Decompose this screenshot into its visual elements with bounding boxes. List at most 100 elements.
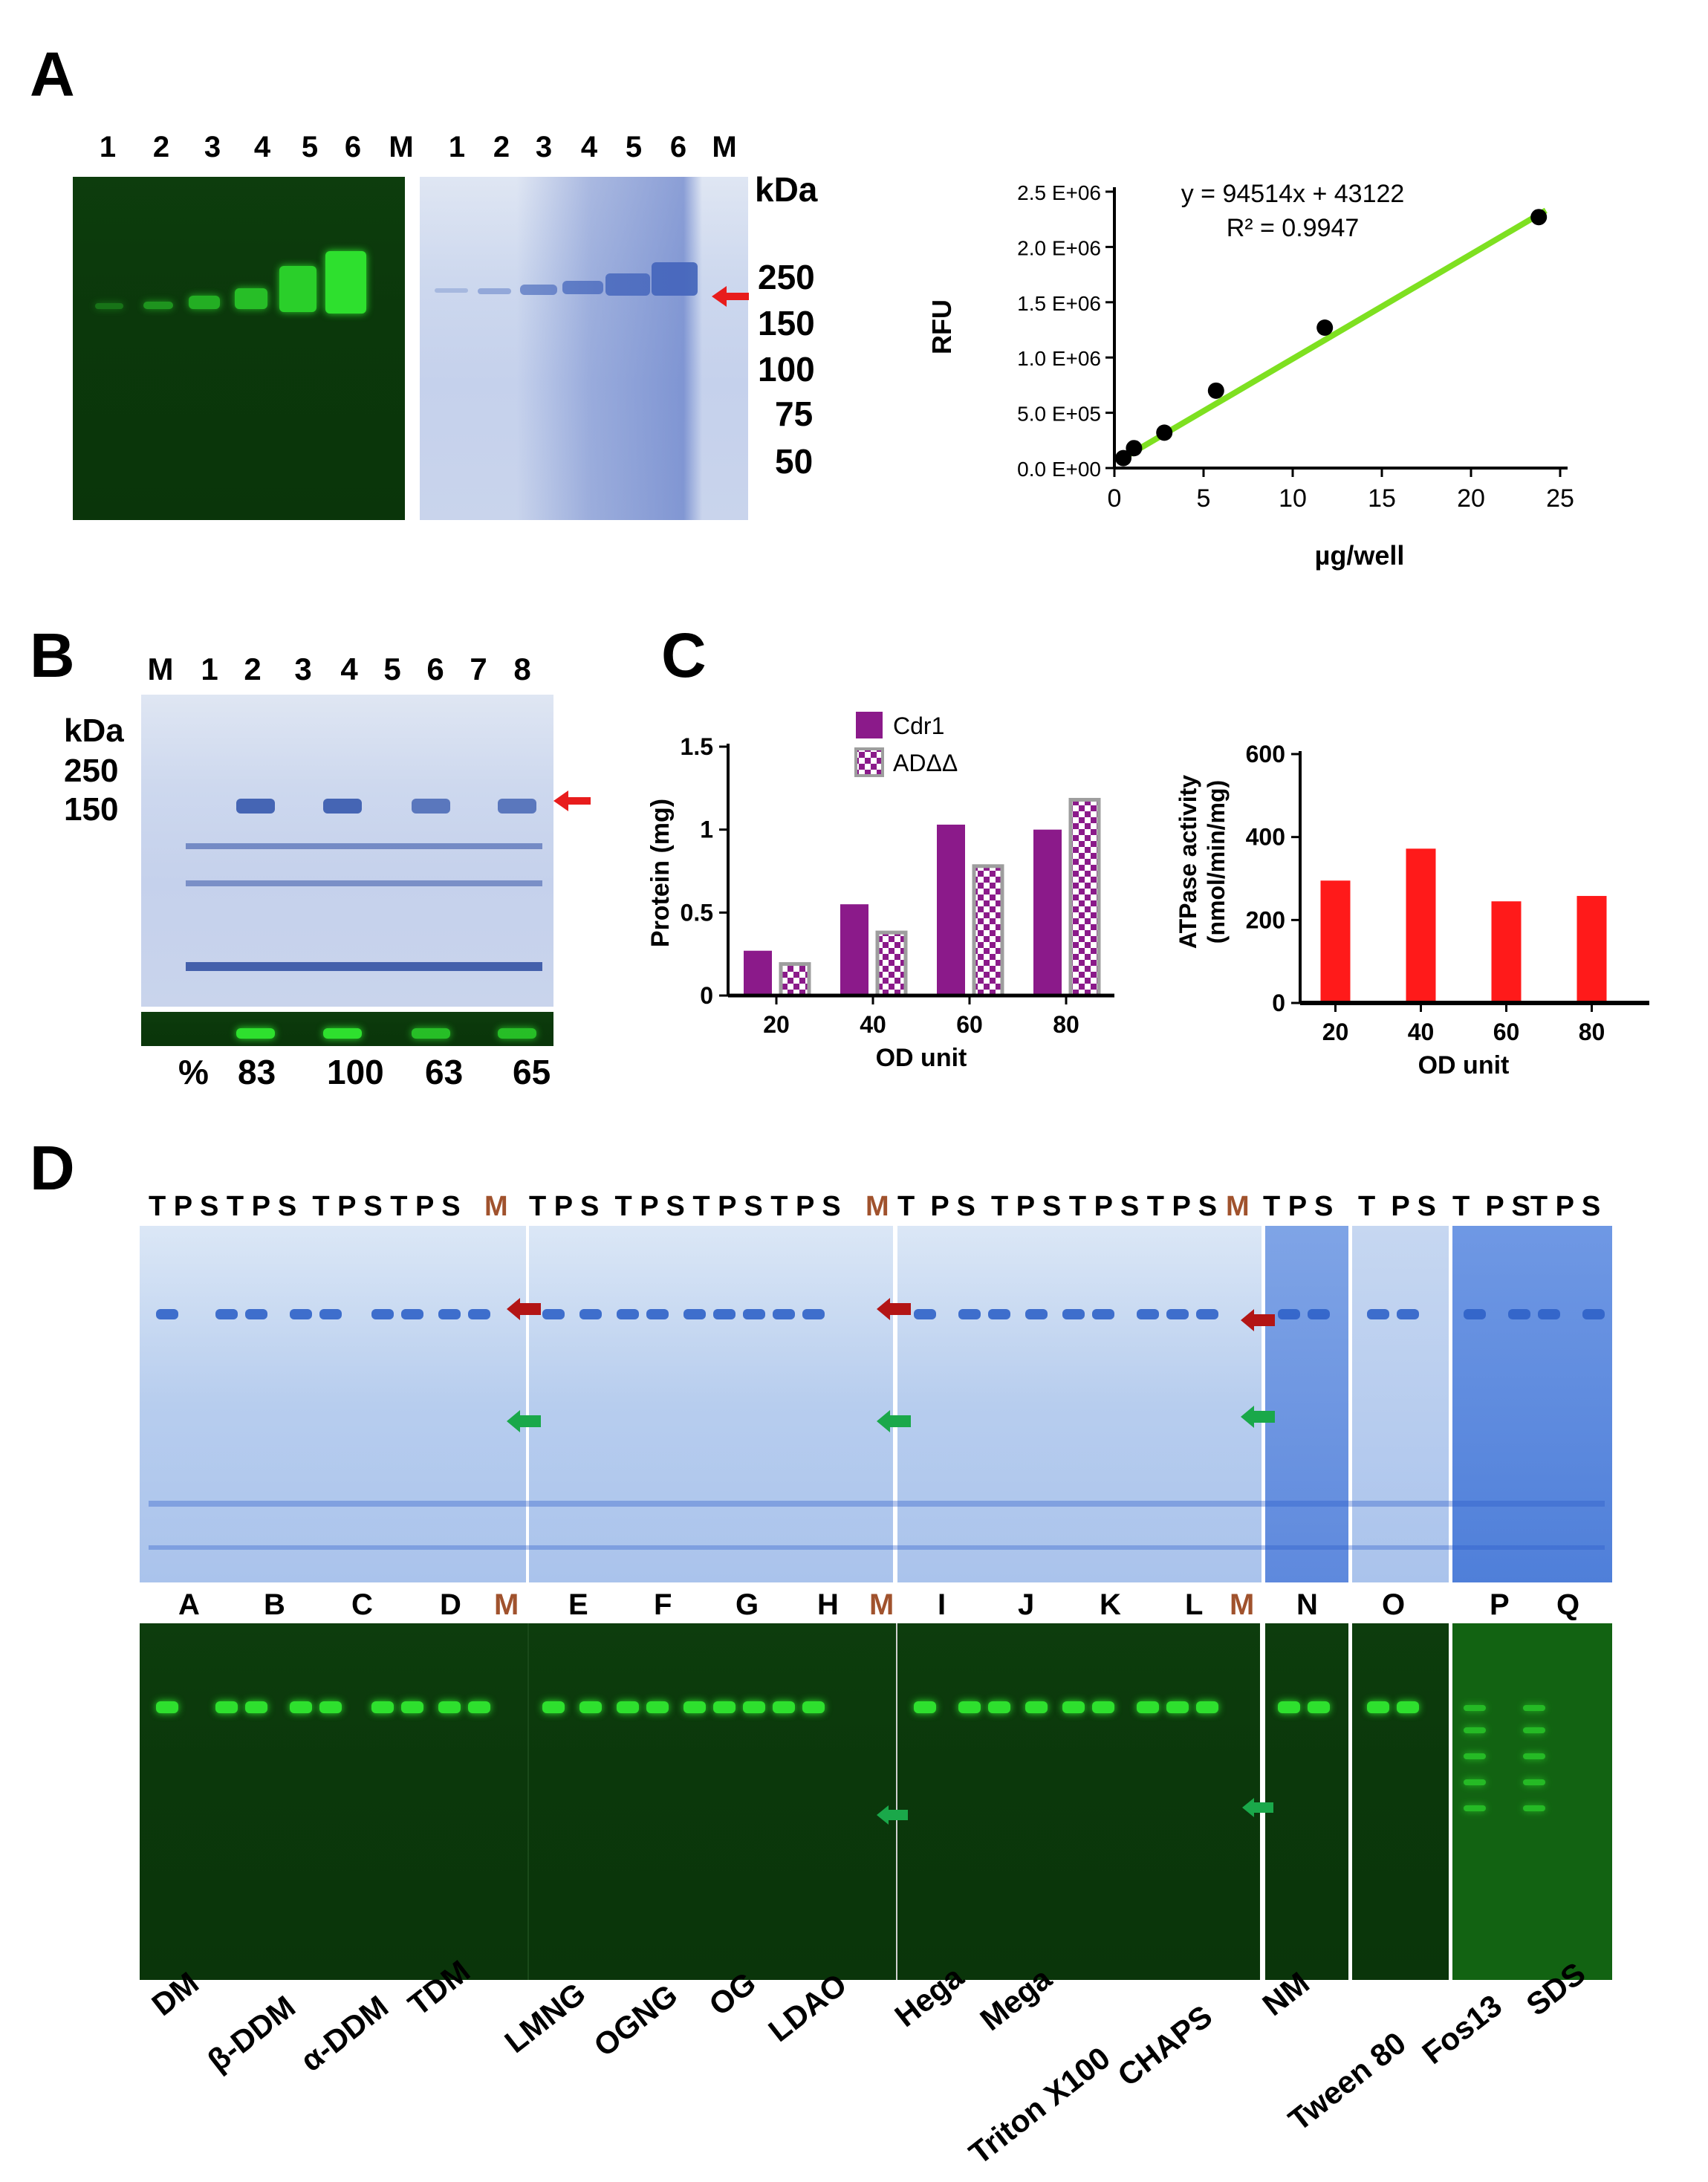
gel-band bbox=[468, 1309, 490, 1319]
y-tick-label: 0.0 E+00 bbox=[1017, 458, 1101, 481]
panel-label-b: B bbox=[30, 620, 75, 690]
trend-line bbox=[1118, 207, 1548, 463]
detergent-letter: B bbox=[264, 1588, 285, 1621]
x-axis-label: µg/well bbox=[1315, 540, 1405, 571]
detergent-name: Tween 80 bbox=[1282, 2024, 1412, 2138]
gel-band bbox=[1308, 1309, 1330, 1319]
gel-band bbox=[1523, 1753, 1545, 1759]
x-tick-label: 25 bbox=[1546, 484, 1574, 513]
panel-d-fluorescence-gel-6 bbox=[1452, 1623, 1612, 1980]
y-axis-label: ATPase activity bbox=[1175, 775, 1201, 949]
gel-band bbox=[1196, 1701, 1218, 1713]
bar-atpase bbox=[1491, 901, 1522, 1003]
marker-100: 100 bbox=[758, 350, 815, 389]
x-tick-label: 0 bbox=[1108, 484, 1122, 513]
gel-band bbox=[478, 288, 511, 294]
gel-band bbox=[958, 1309, 981, 1319]
gel-band bbox=[713, 1701, 736, 1713]
x-tick-label: 60 bbox=[1493, 1019, 1520, 1045]
gel-band bbox=[1523, 1727, 1545, 1733]
x-tick-label: 60 bbox=[956, 1011, 983, 1038]
y-axis-label-units: (nmol/min/mg) bbox=[1203, 780, 1230, 944]
gel-band bbox=[1367, 1309, 1389, 1319]
gel-band bbox=[1166, 1701, 1189, 1713]
panel-d-lane-tps-5: T P S bbox=[1358, 1191, 1436, 1222]
gel-band bbox=[412, 799, 450, 814]
gel-band bbox=[412, 1028, 450, 1039]
marker-250: 250 bbox=[758, 258, 815, 296]
gel-band bbox=[1092, 1701, 1114, 1713]
green-arrow-icon bbox=[1241, 1406, 1275, 1428]
x-axis-label: OD unit bbox=[1418, 1051, 1510, 1079]
gel-band bbox=[236, 799, 275, 814]
lane-label: 6 bbox=[426, 652, 444, 686]
y-tick-label: 600 bbox=[1246, 741, 1285, 767]
gel-band bbox=[958, 1701, 981, 1713]
detergent-letter: K bbox=[1100, 1588, 1121, 1621]
y-tick-label: 2.0 E+06 bbox=[1017, 236, 1101, 259]
legend-swatch-adtt bbox=[854, 747, 884, 777]
bar-cdr1 bbox=[840, 904, 868, 996]
gel-band bbox=[914, 1701, 936, 1713]
lane-label: 8 bbox=[513, 652, 531, 686]
panel-d-coomassie-gel-5 bbox=[1352, 1226, 1449, 1582]
protein-smear bbox=[516, 177, 702, 520]
panel-label-c: C bbox=[661, 620, 707, 690]
red-arrow-icon bbox=[712, 286, 749, 307]
lane-label: 5 bbox=[383, 652, 401, 686]
lane-label: M bbox=[712, 131, 737, 163]
bar-cdr1 bbox=[937, 824, 965, 996]
gel-band bbox=[1278, 1701, 1300, 1713]
gel-band bbox=[1523, 1805, 1545, 1811]
gel-divider bbox=[527, 1623, 529, 1980]
dark-red-arrow-icon bbox=[1241, 1309, 1275, 1331]
marker-75: 75 bbox=[775, 394, 814, 433]
panel-b-percent-lane4: 100 bbox=[327, 1053, 384, 1091]
panel-b-percent-label: % bbox=[178, 1053, 209, 1091]
y-tick-label: 1.5 E+06 bbox=[1017, 292, 1101, 315]
panel-d-coomassie-gel-3 bbox=[897, 1226, 1261, 1582]
bar-adtt bbox=[972, 864, 1004, 998]
lane-label: M bbox=[389, 131, 414, 163]
y-tick-label: 5.0 E+05 bbox=[1017, 403, 1101, 426]
data-point bbox=[1126, 440, 1143, 457]
gel-band bbox=[802, 1701, 825, 1713]
gel-band bbox=[773, 1701, 795, 1713]
gel-band bbox=[189, 296, 220, 309]
gel-band bbox=[683, 1701, 706, 1713]
panel-d-lane-tps-2: T P S T P S T P S T P S bbox=[529, 1191, 841, 1222]
gel-band bbox=[245, 1309, 267, 1319]
panel-d-coomassie-gel-2 bbox=[529, 1226, 893, 1582]
green-arrow-icon bbox=[1242, 1798, 1273, 1817]
gel-band bbox=[683, 1309, 706, 1319]
gel-band-row bbox=[149, 1501, 1605, 1507]
detergent-name: α-DDM bbox=[293, 1988, 395, 2079]
y-tick-label: 1 bbox=[700, 816, 713, 843]
panel-b-coomassie-gel bbox=[141, 695, 553, 1007]
panel-d-marker-m-3: M bbox=[1226, 1191, 1250, 1222]
y-tick-label: 400 bbox=[1246, 824, 1285, 851]
green-arrow-icon bbox=[877, 1805, 908, 1825]
data-point bbox=[1156, 424, 1173, 441]
gel-band bbox=[1464, 1753, 1486, 1759]
bar-atpase bbox=[1320, 880, 1351, 1003]
lane-label: 4 bbox=[253, 131, 271, 163]
gel-band bbox=[143, 302, 173, 309]
legend-swatch-cdr1 bbox=[856, 712, 883, 738]
detergent-letter: G bbox=[736, 1588, 759, 1621]
lane-label: 3 bbox=[294, 652, 312, 686]
gel-band bbox=[1397, 1309, 1419, 1319]
gel-band bbox=[1464, 1779, 1486, 1785]
detergent-letter: Q bbox=[1556, 1588, 1580, 1621]
detergent-letter: A bbox=[178, 1588, 200, 1621]
data-point bbox=[1316, 319, 1334, 337]
gel-band bbox=[988, 1701, 1010, 1713]
x-tick-label: 80 bbox=[1579, 1019, 1605, 1045]
detergent-name: Triton X100 bbox=[962, 2039, 1117, 2172]
y-tick-label: 0 bbox=[700, 982, 713, 1009]
marker-lane-label: M bbox=[1230, 1588, 1255, 1621]
gel-band bbox=[1464, 1805, 1486, 1811]
gel-band bbox=[215, 1701, 238, 1713]
lane-label: 6 bbox=[669, 131, 687, 163]
panel-d-coomassie-gel-1 bbox=[140, 1226, 526, 1582]
